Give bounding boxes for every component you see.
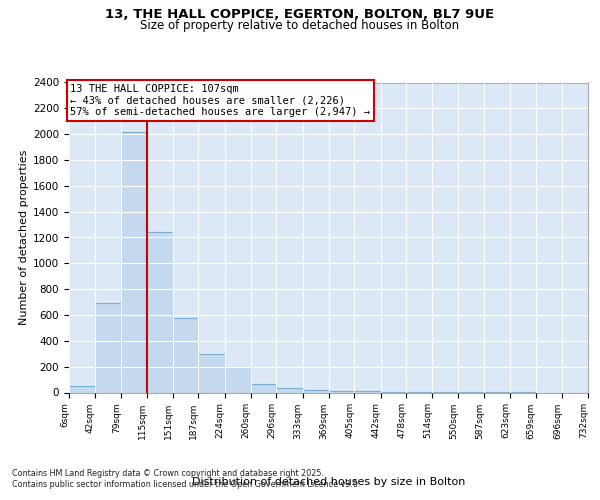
Bar — [121, 132, 147, 392]
Bar — [95, 304, 121, 392]
X-axis label: Distribution of detached houses by size in Bolton: Distribution of detached houses by size … — [192, 478, 465, 488]
Bar — [277, 388, 303, 392]
Bar — [354, 391, 380, 392]
Bar — [173, 318, 199, 392]
Text: Size of property relative to detached houses in Bolton: Size of property relative to detached ho… — [140, 18, 460, 32]
Y-axis label: Number of detached properties: Number of detached properties — [19, 150, 29, 325]
Text: Contains public sector information licensed under the Open Government Licence v3: Contains public sector information licen… — [12, 480, 361, 489]
Bar — [199, 354, 225, 393]
Text: Contains HM Land Registry data © Crown copyright and database right 2025.: Contains HM Land Registry data © Crown c… — [12, 469, 324, 478]
Bar — [225, 368, 251, 392]
Bar — [251, 384, 277, 392]
Bar — [329, 391, 354, 392]
Text: 13, THE HALL COPPICE, EGERTON, BOLTON, BL7 9UE: 13, THE HALL COPPICE, EGERTON, BOLTON, B… — [106, 8, 494, 20]
Bar — [147, 232, 173, 392]
Text: 13 THE HALL COPPICE: 107sqm
← 43% of detached houses are smaller (2,226)
57% of : 13 THE HALL COPPICE: 107sqm ← 43% of det… — [70, 84, 370, 117]
Bar — [69, 386, 95, 392]
Bar — [303, 390, 329, 392]
